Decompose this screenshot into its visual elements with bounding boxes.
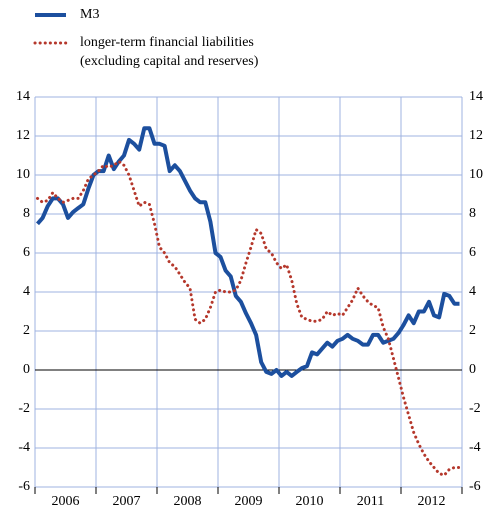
series-line: [35, 126, 460, 378]
y-tick-label: 2: [23, 323, 30, 338]
x-tick-label: 2012: [418, 494, 446, 509]
y2-tick-label: 6: [469, 245, 476, 260]
x-tick-label: 2009: [235, 494, 263, 509]
x-tick-label: 2008: [174, 494, 202, 509]
y2-tick-label: 2: [469, 323, 476, 338]
y2-tick-label: 0: [469, 362, 476, 377]
y-tick-label: 0: [23, 362, 30, 377]
x-tick-label: 2007: [113, 494, 141, 509]
x-tick-label: 2011: [357, 494, 384, 509]
y2-tick-label: -4: [469, 440, 481, 455]
series-line: [36, 159, 461, 477]
y2-tick-label: 12: [469, 128, 483, 143]
y2-tick-label: 10: [469, 167, 483, 182]
y-tick-label: 6: [23, 245, 30, 260]
y2-tick-label: 8: [469, 206, 476, 221]
y-tick-label: 10: [16, 167, 30, 182]
y2-tick-label: 4: [469, 284, 476, 299]
y-tick-label: -4: [18, 440, 30, 455]
y-tick-label: 4: [23, 284, 30, 299]
legend-label: M3: [80, 7, 100, 22]
y-tick-label: -2: [18, 401, 30, 416]
legend-label: longer-term financial liabilities (exclu…: [80, 35, 259, 69]
x-tick-label: 2006: [52, 494, 80, 509]
y2-tick-label: -6: [469, 479, 481, 494]
y-tick-label: 8: [23, 206, 30, 221]
y2-tick-label: -2: [469, 401, 481, 416]
y-tick-label: -6: [18, 479, 30, 494]
y-tick-label: 12: [16, 128, 30, 143]
y2-tick-label: 14: [469, 89, 483, 104]
x-tick-label: 2010: [296, 494, 324, 509]
y-tick-label: 14: [16, 89, 30, 104]
